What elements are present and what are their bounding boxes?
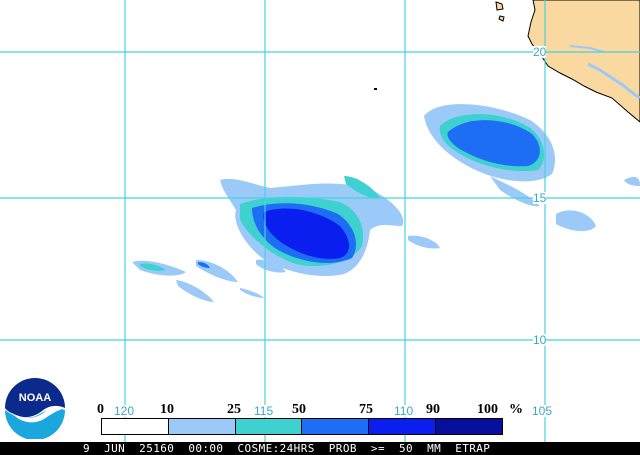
legend-segment-75-90 — [369, 419, 437, 434]
legend-value-0: 0 — [97, 402, 104, 417]
precip-system-northeast — [424, 104, 640, 232]
legend-segment-0-10 — [102, 419, 169, 434]
lon-label-110: 110 — [394, 404, 414, 418]
island — [498, 15, 505, 22]
footer-caption: 9 JUN 25160 00:00 COSME:24HRS PROB >= 50… — [0, 442, 640, 455]
legend-value-50: 50 — [292, 402, 306, 417]
coast-detail — [587, 62, 640, 100]
noaa-logo-text: NOAA — [19, 392, 51, 404]
island — [374, 88, 377, 90]
island — [495, 1, 504, 11]
land-mass — [527, 0, 640, 123]
lon-label-105: 105 — [532, 404, 553, 418]
noaa-logo-icon: NOAA — [4, 377, 66, 439]
precip-system-west — [132, 260, 264, 302]
lon-label-115: 115 — [254, 404, 274, 418]
legend-segment-25-50 — [235, 419, 303, 434]
legend-value-75: 75 — [359, 402, 373, 417]
lat-label-20: 20 — [533, 45, 547, 59]
legend-value-25: 25 — [227, 402, 241, 417]
legend-value-10: 10 — [160, 402, 174, 417]
precip-system-central — [220, 176, 440, 277]
lon-label-120: 120 — [114, 404, 135, 418]
legend-color-bar — [101, 418, 503, 435]
legend-value-90: 90 — [426, 402, 440, 417]
legend-segment-90-100 — [436, 419, 502, 434]
coast-detail-2 — [569, 45, 605, 53]
legend-segment-10-25 — [168, 419, 236, 434]
lat-label-10: 10 — [533, 333, 547, 347]
legend-value-100: 100 — [477, 402, 498, 417]
lat-label-15: 15 — [533, 191, 547, 205]
legend-segment-50-75 — [302, 419, 370, 434]
legend-unit: % — [509, 402, 523, 417]
